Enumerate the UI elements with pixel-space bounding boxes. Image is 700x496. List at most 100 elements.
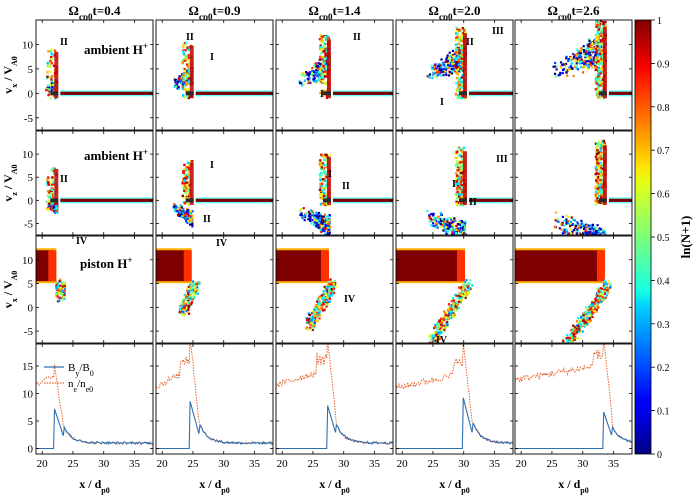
shock-ridge bbox=[602, 145, 607, 205]
phase-density-cell bbox=[187, 292, 190, 295]
phase-density-cell bbox=[319, 314, 322, 317]
panel-content bbox=[173, 41, 273, 100]
phase-density-cell bbox=[324, 52, 327, 55]
phase-density-cell bbox=[455, 224, 458, 228]
phase-density-cell bbox=[461, 26, 465, 30]
phase-density-cell bbox=[45, 178, 49, 181]
phase-density-cell bbox=[434, 323, 437, 327]
phase-density-cell bbox=[599, 70, 602, 73]
phase-density-cell bbox=[590, 305, 593, 309]
y-tick-label: 0 bbox=[28, 195, 34, 207]
piston-beam-front bbox=[48, 250, 57, 282]
phase-density-cell bbox=[586, 312, 590, 315]
phase-density-cell bbox=[325, 55, 328, 58]
phase-density-cell bbox=[598, 24, 601, 28]
phase-density-cell bbox=[318, 69, 322, 72]
phase-density-cell bbox=[461, 64, 464, 67]
phase-density-cell bbox=[429, 338, 433, 341]
phase-density-cell bbox=[62, 281, 65, 284]
phase-density-cell bbox=[313, 217, 316, 221]
phase-density-cell bbox=[571, 329, 575, 332]
phase-density-cell bbox=[598, 165, 601, 168]
phase-density-cell bbox=[333, 292, 336, 295]
phase-density-cell bbox=[431, 334, 434, 338]
phase-density-cell bbox=[460, 164, 463, 168]
phase-density-cell bbox=[463, 27, 467, 31]
phase-density-cell bbox=[455, 172, 458, 175]
phase-density-cell bbox=[321, 66, 324, 70]
phase-density-cell bbox=[559, 61, 563, 64]
phase-density-cell bbox=[440, 63, 443, 66]
phase-density-cell bbox=[48, 62, 52, 65]
phase-density-cell bbox=[324, 70, 327, 73]
row-y-label: vz / VA0 bbox=[1, 164, 19, 201]
phase-density-cell bbox=[327, 294, 330, 298]
phase-density-cell bbox=[313, 307, 316, 310]
panel-frame bbox=[275, 19, 394, 131]
phase-density-cell bbox=[442, 229, 445, 232]
phase-density-cell bbox=[315, 221, 318, 225]
phase-density-cell bbox=[599, 233, 602, 235]
phase-density-cell bbox=[174, 204, 177, 207]
panel-content bbox=[172, 160, 273, 228]
phase-density-cell bbox=[601, 63, 604, 67]
phase-density-cell bbox=[587, 66, 590, 69]
phase-density-cell bbox=[458, 29, 461, 32]
phase-density-cell bbox=[452, 63, 456, 66]
phase-density-cell bbox=[575, 330, 579, 333]
phase-density-cell bbox=[179, 204, 182, 207]
phase-density-cell bbox=[332, 282, 335, 285]
phase-density-cell bbox=[576, 48, 579, 51]
phase-density-cell bbox=[187, 56, 191, 60]
phase-density-cell bbox=[585, 60, 588, 63]
phase-density-cell bbox=[317, 78, 320, 81]
phase-density-cell bbox=[594, 202, 598, 205]
phase-density-cell bbox=[177, 77, 181, 80]
phase-density-cell bbox=[437, 215, 440, 218]
phase-density-cell bbox=[445, 324, 448, 327]
phase-density-cell bbox=[593, 62, 596, 66]
phase-density-cell bbox=[50, 191, 53, 195]
phase-density-cell bbox=[582, 66, 585, 69]
phase-density-cell bbox=[454, 299, 457, 302]
phase-density-cell bbox=[322, 79, 325, 83]
phase-density-cell bbox=[174, 207, 177, 210]
phase-density-cell bbox=[598, 57, 601, 61]
phase-density-cell bbox=[460, 299, 464, 302]
phase-density-cell bbox=[594, 172, 598, 176]
phase-density-cell bbox=[191, 160, 194, 163]
phase-density-cell bbox=[188, 68, 191, 71]
phase-density-cell bbox=[457, 168, 461, 172]
phase-density-cell bbox=[321, 301, 324, 305]
phase-density-cell bbox=[596, 160, 599, 164]
phase-density-cell bbox=[583, 60, 586, 63]
phase-density-cell bbox=[568, 233, 571, 235]
phase-density-cell bbox=[451, 64, 454, 68]
phase-density-cell bbox=[572, 336, 575, 339]
phase-density-cell bbox=[596, 68, 600, 71]
phase-density-cell bbox=[440, 321, 443, 324]
phase-density-cell bbox=[578, 322, 581, 326]
phase-density-cell bbox=[187, 166, 190, 169]
phase-density-cell bbox=[454, 308, 457, 311]
phase-density-cell bbox=[600, 145, 603, 149]
phase-density-cell bbox=[587, 60, 590, 63]
phase-density-cell bbox=[594, 142, 598, 145]
phase-density-cell bbox=[455, 26, 458, 29]
phase-density-cell bbox=[319, 194, 322, 198]
phase-density-cell bbox=[595, 76, 598, 79]
phase-density-cell bbox=[63, 297, 66, 300]
phase-density-cell bbox=[181, 212, 184, 215]
phase-density-cell bbox=[561, 72, 564, 75]
phase-density-cell bbox=[194, 288, 197, 292]
phase-density-cell bbox=[597, 151, 600, 154]
phase-density-cell bbox=[563, 63, 566, 66]
phase-density-cell bbox=[459, 191, 463, 194]
shock-ridge bbox=[326, 157, 331, 205]
phase-density-cell bbox=[462, 292, 465, 296]
phase-density-cell bbox=[185, 78, 189, 82]
phase-density-cell bbox=[319, 175, 322, 179]
phase-density-cell bbox=[319, 167, 323, 171]
phase-density-cell bbox=[577, 226, 580, 230]
phase-density-cell bbox=[440, 327, 443, 330]
